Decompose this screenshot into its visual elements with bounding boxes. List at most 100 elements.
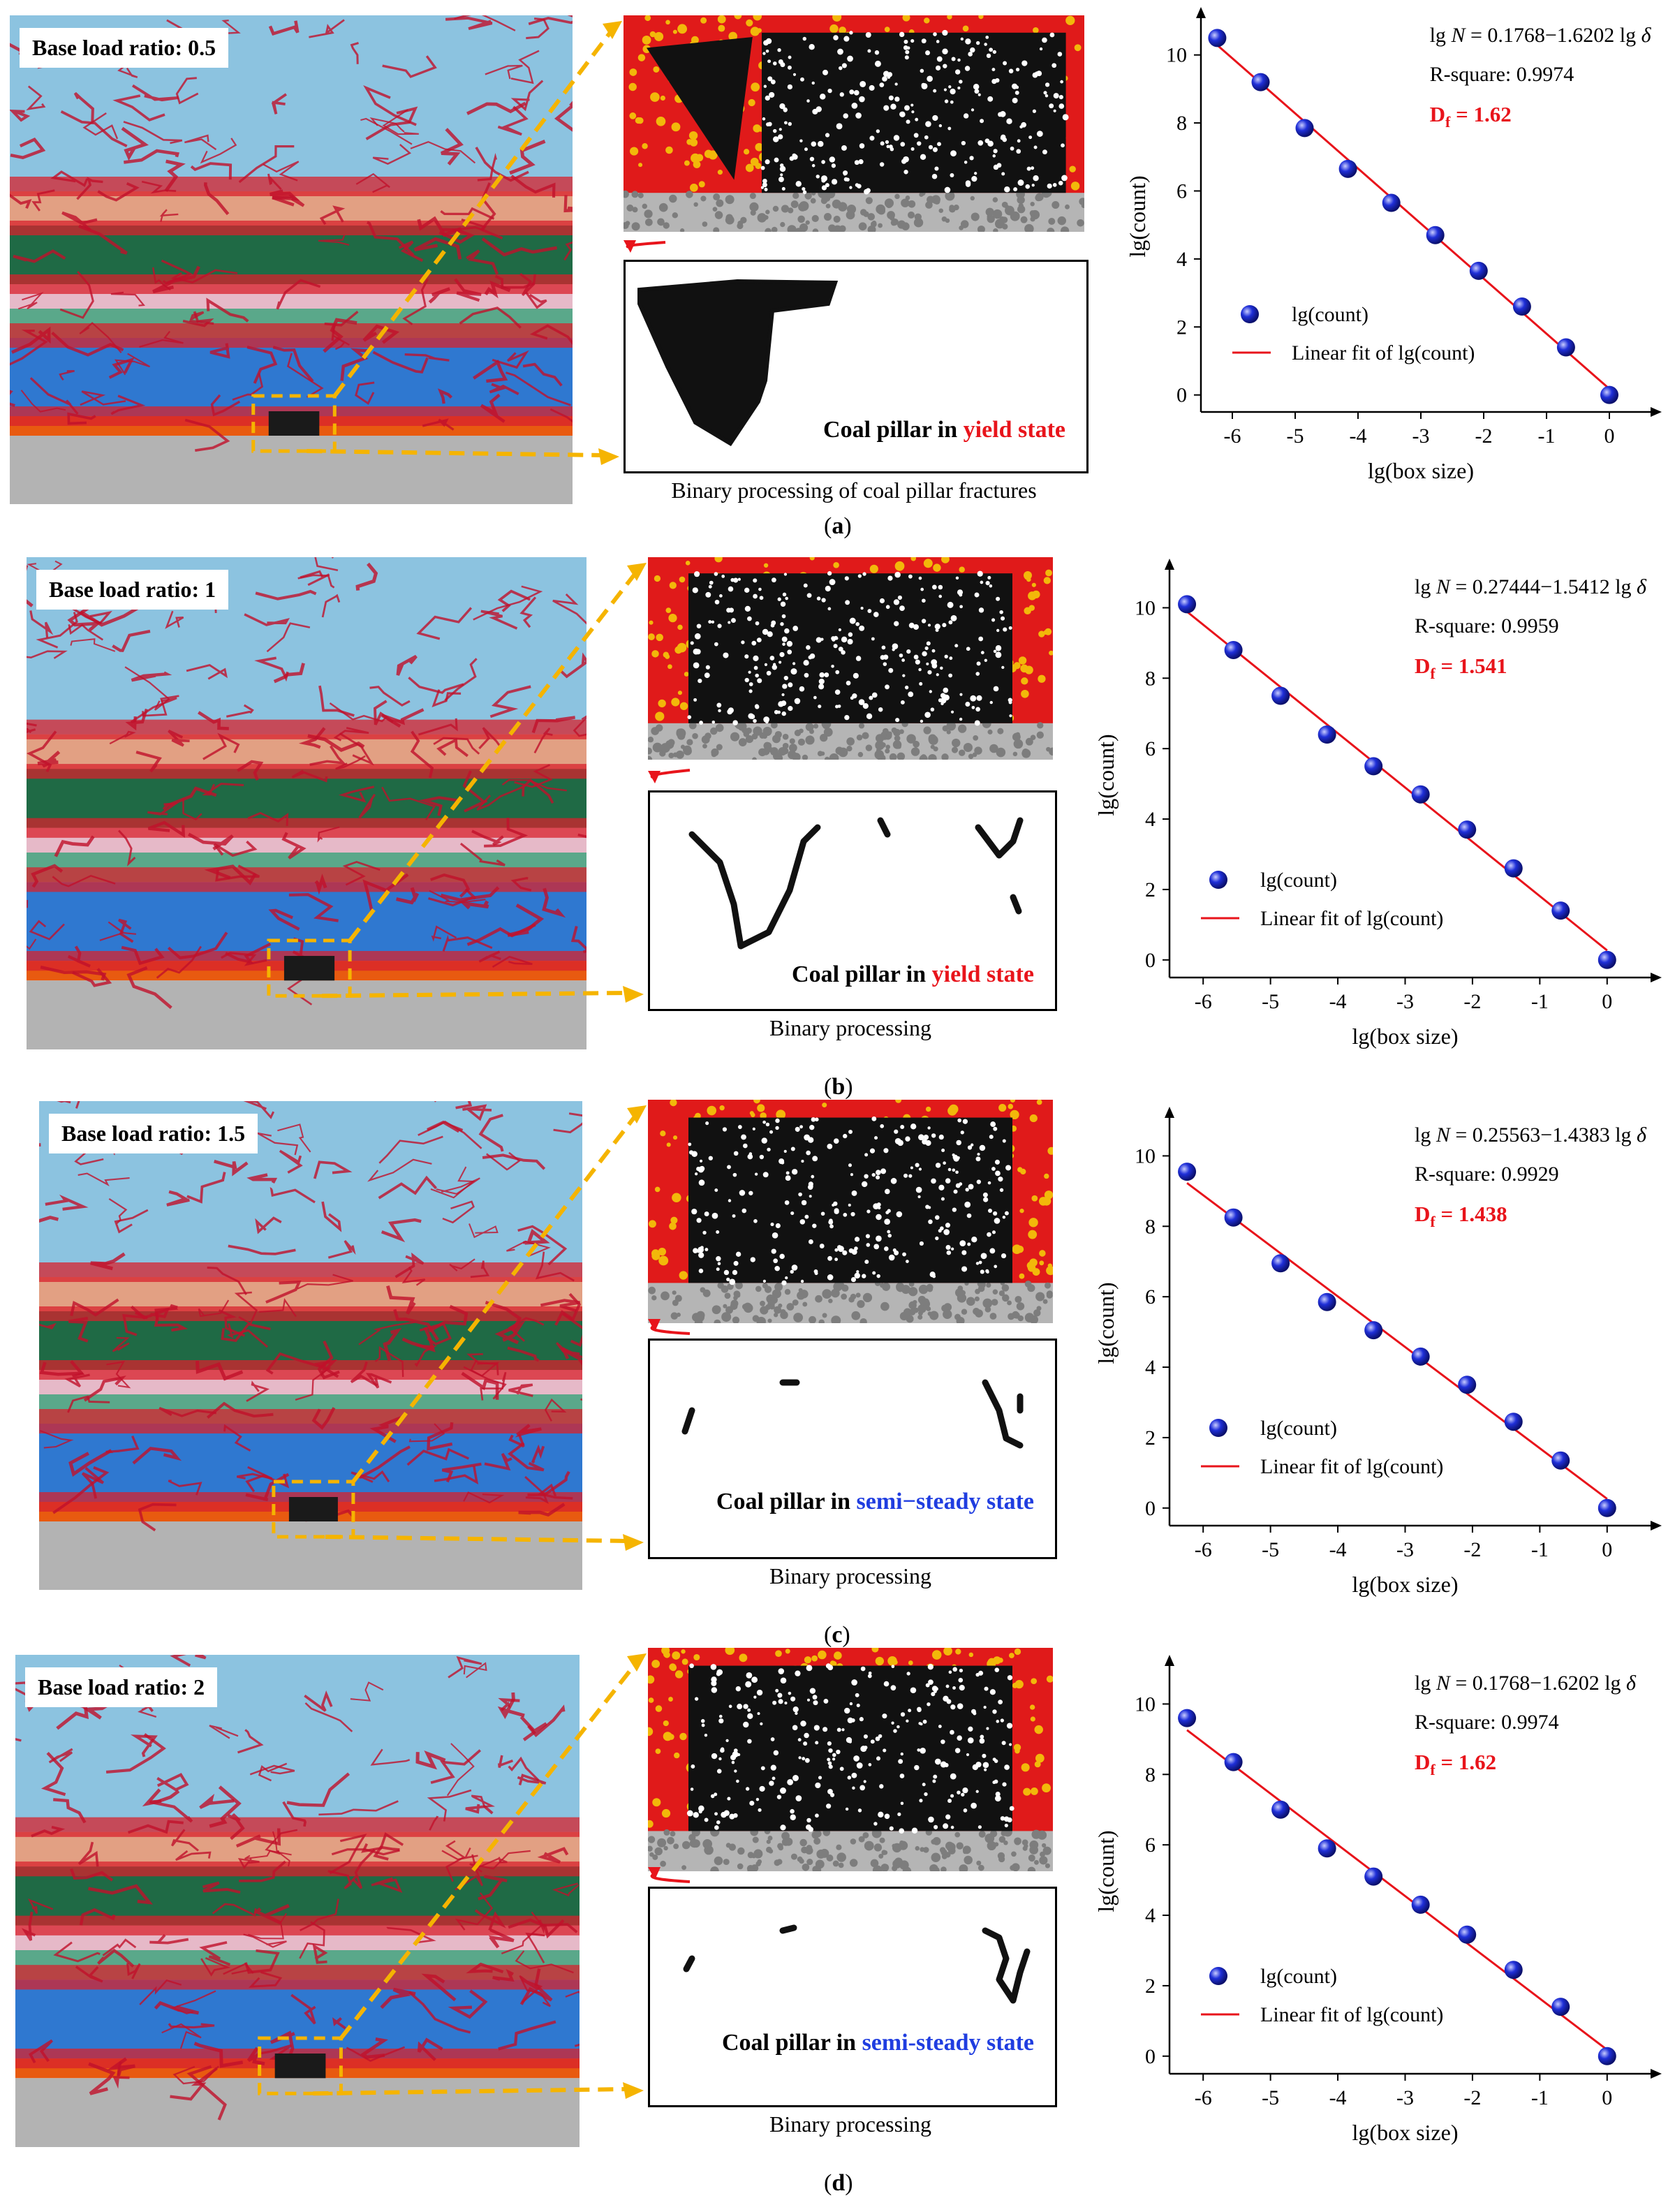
particle-gap (866, 1243, 871, 1247)
particle-gap (836, 1727, 841, 1732)
particle-gap (864, 1260, 869, 1264)
floor-particle (946, 721, 957, 731)
fracture-line (112, 1336, 130, 1352)
fracture-line (267, 173, 282, 191)
panel-letter: (b) (824, 1074, 853, 1100)
x-tick-label: -3 (1396, 990, 1414, 1013)
particle-gap (742, 1143, 748, 1149)
floor-particle (891, 727, 897, 733)
floor-particle (637, 192, 644, 198)
state-word: yield state (931, 961, 1034, 987)
speckle (1043, 577, 1051, 584)
speckle (1070, 182, 1080, 191)
fit-line (1186, 1729, 1608, 2051)
fracture-line (198, 711, 229, 730)
speckle (804, 1656, 812, 1664)
particle-gap (878, 1811, 884, 1818)
floor-particle (908, 211, 915, 219)
floor-particle (674, 1295, 682, 1302)
speckle (1043, 630, 1048, 635)
fracture-line (187, 832, 234, 850)
particle-gap (764, 187, 768, 191)
fracture-line (182, 311, 214, 327)
floor-particle (982, 1298, 993, 1308)
speckle (644, 15, 651, 22)
y-tick-label: 2 (1176, 316, 1187, 339)
floor-particle (963, 742, 973, 753)
particle-gap (930, 707, 935, 711)
floor-particle (858, 1836, 865, 1843)
particle-gap (900, 142, 906, 147)
floor-particle (769, 1304, 775, 1310)
particle-gap (999, 610, 1003, 614)
zoom-svg (644, 1645, 1054, 1875)
fracture-line (312, 1943, 328, 1964)
fracture-line (171, 1829, 199, 1852)
particle-gap (762, 628, 769, 635)
fracture-line (277, 1123, 311, 1153)
particle-gap (883, 662, 887, 666)
particle-gap (888, 1254, 895, 1261)
floor-particle (962, 1845, 971, 1855)
particle-gap (824, 672, 829, 678)
speckle (822, 1103, 827, 1108)
floor-particle (1024, 1281, 1032, 1288)
legend-label-points: lg(count) (1260, 869, 1337, 892)
floor-particle (753, 1849, 763, 1859)
particle-gap (957, 1735, 963, 1741)
r-square: R-square: 0.9929 (1415, 1163, 1559, 1186)
floor-particle (899, 1841, 908, 1850)
particle-gap (992, 1709, 997, 1714)
fracture-line (156, 1773, 189, 1792)
particle-gap (868, 1763, 872, 1767)
fracture-line (127, 1820, 184, 1834)
particle-gap (737, 1704, 743, 1709)
particle-gap (809, 653, 816, 659)
fracture-line (109, 730, 136, 745)
particle-gap (936, 65, 941, 71)
particle-gap (904, 55, 909, 60)
floor-particle (820, 751, 825, 756)
particle-gap (851, 1190, 857, 1196)
floor-particle (927, 196, 935, 204)
particle-gap (726, 1277, 730, 1281)
particle-gap (838, 647, 843, 652)
particle-gap (867, 609, 872, 613)
floor-particle (764, 1285, 772, 1293)
y-axis-label: lg(count) (1093, 1830, 1119, 1912)
particle-gap (903, 45, 908, 50)
process-arrow (626, 241, 666, 249)
particle-gap (779, 1158, 785, 1165)
floor-particle (976, 1860, 982, 1866)
particle-gap (770, 623, 775, 628)
particle-gap (846, 680, 851, 686)
floor-particle (673, 1843, 679, 1850)
particle-gap (1000, 1718, 1004, 1723)
fit-equation: lg N = 0.1768−1.6202 lg δ (1415, 1672, 1637, 1695)
particle-gap (779, 651, 785, 658)
particle-gap (790, 1146, 795, 1151)
fit-equation: lg N = 0.1768−1.6202 lg δ (1430, 24, 1652, 47)
particle-gap (804, 672, 809, 678)
fracture-line (20, 390, 66, 413)
floor-particle (805, 723, 814, 732)
particle-gap (863, 1780, 866, 1783)
legend-label-fit: Linear fit of lg(count) (1260, 2003, 1443, 2026)
floor-particle (714, 1856, 723, 1866)
fracture-line (106, 1360, 131, 1389)
simulation-svg (0, 1650, 608, 2147)
speckle (717, 15, 726, 24)
floor-particle (647, 736, 654, 743)
state-prefix: Coal pillar in (823, 417, 964, 443)
particle-gap (951, 1247, 954, 1251)
binary-image: Coal pillar in semi−steady state (648, 1339, 1057, 1559)
x-axis-arrow (1651, 2069, 1662, 2079)
data-point (1556, 338, 1575, 357)
particle-gap (780, 1677, 787, 1684)
particle-gap (931, 1133, 936, 1138)
particle-gap (890, 1178, 897, 1184)
fracture-line (213, 840, 258, 857)
particle-gap (747, 1713, 753, 1719)
speckle (910, 555, 917, 561)
